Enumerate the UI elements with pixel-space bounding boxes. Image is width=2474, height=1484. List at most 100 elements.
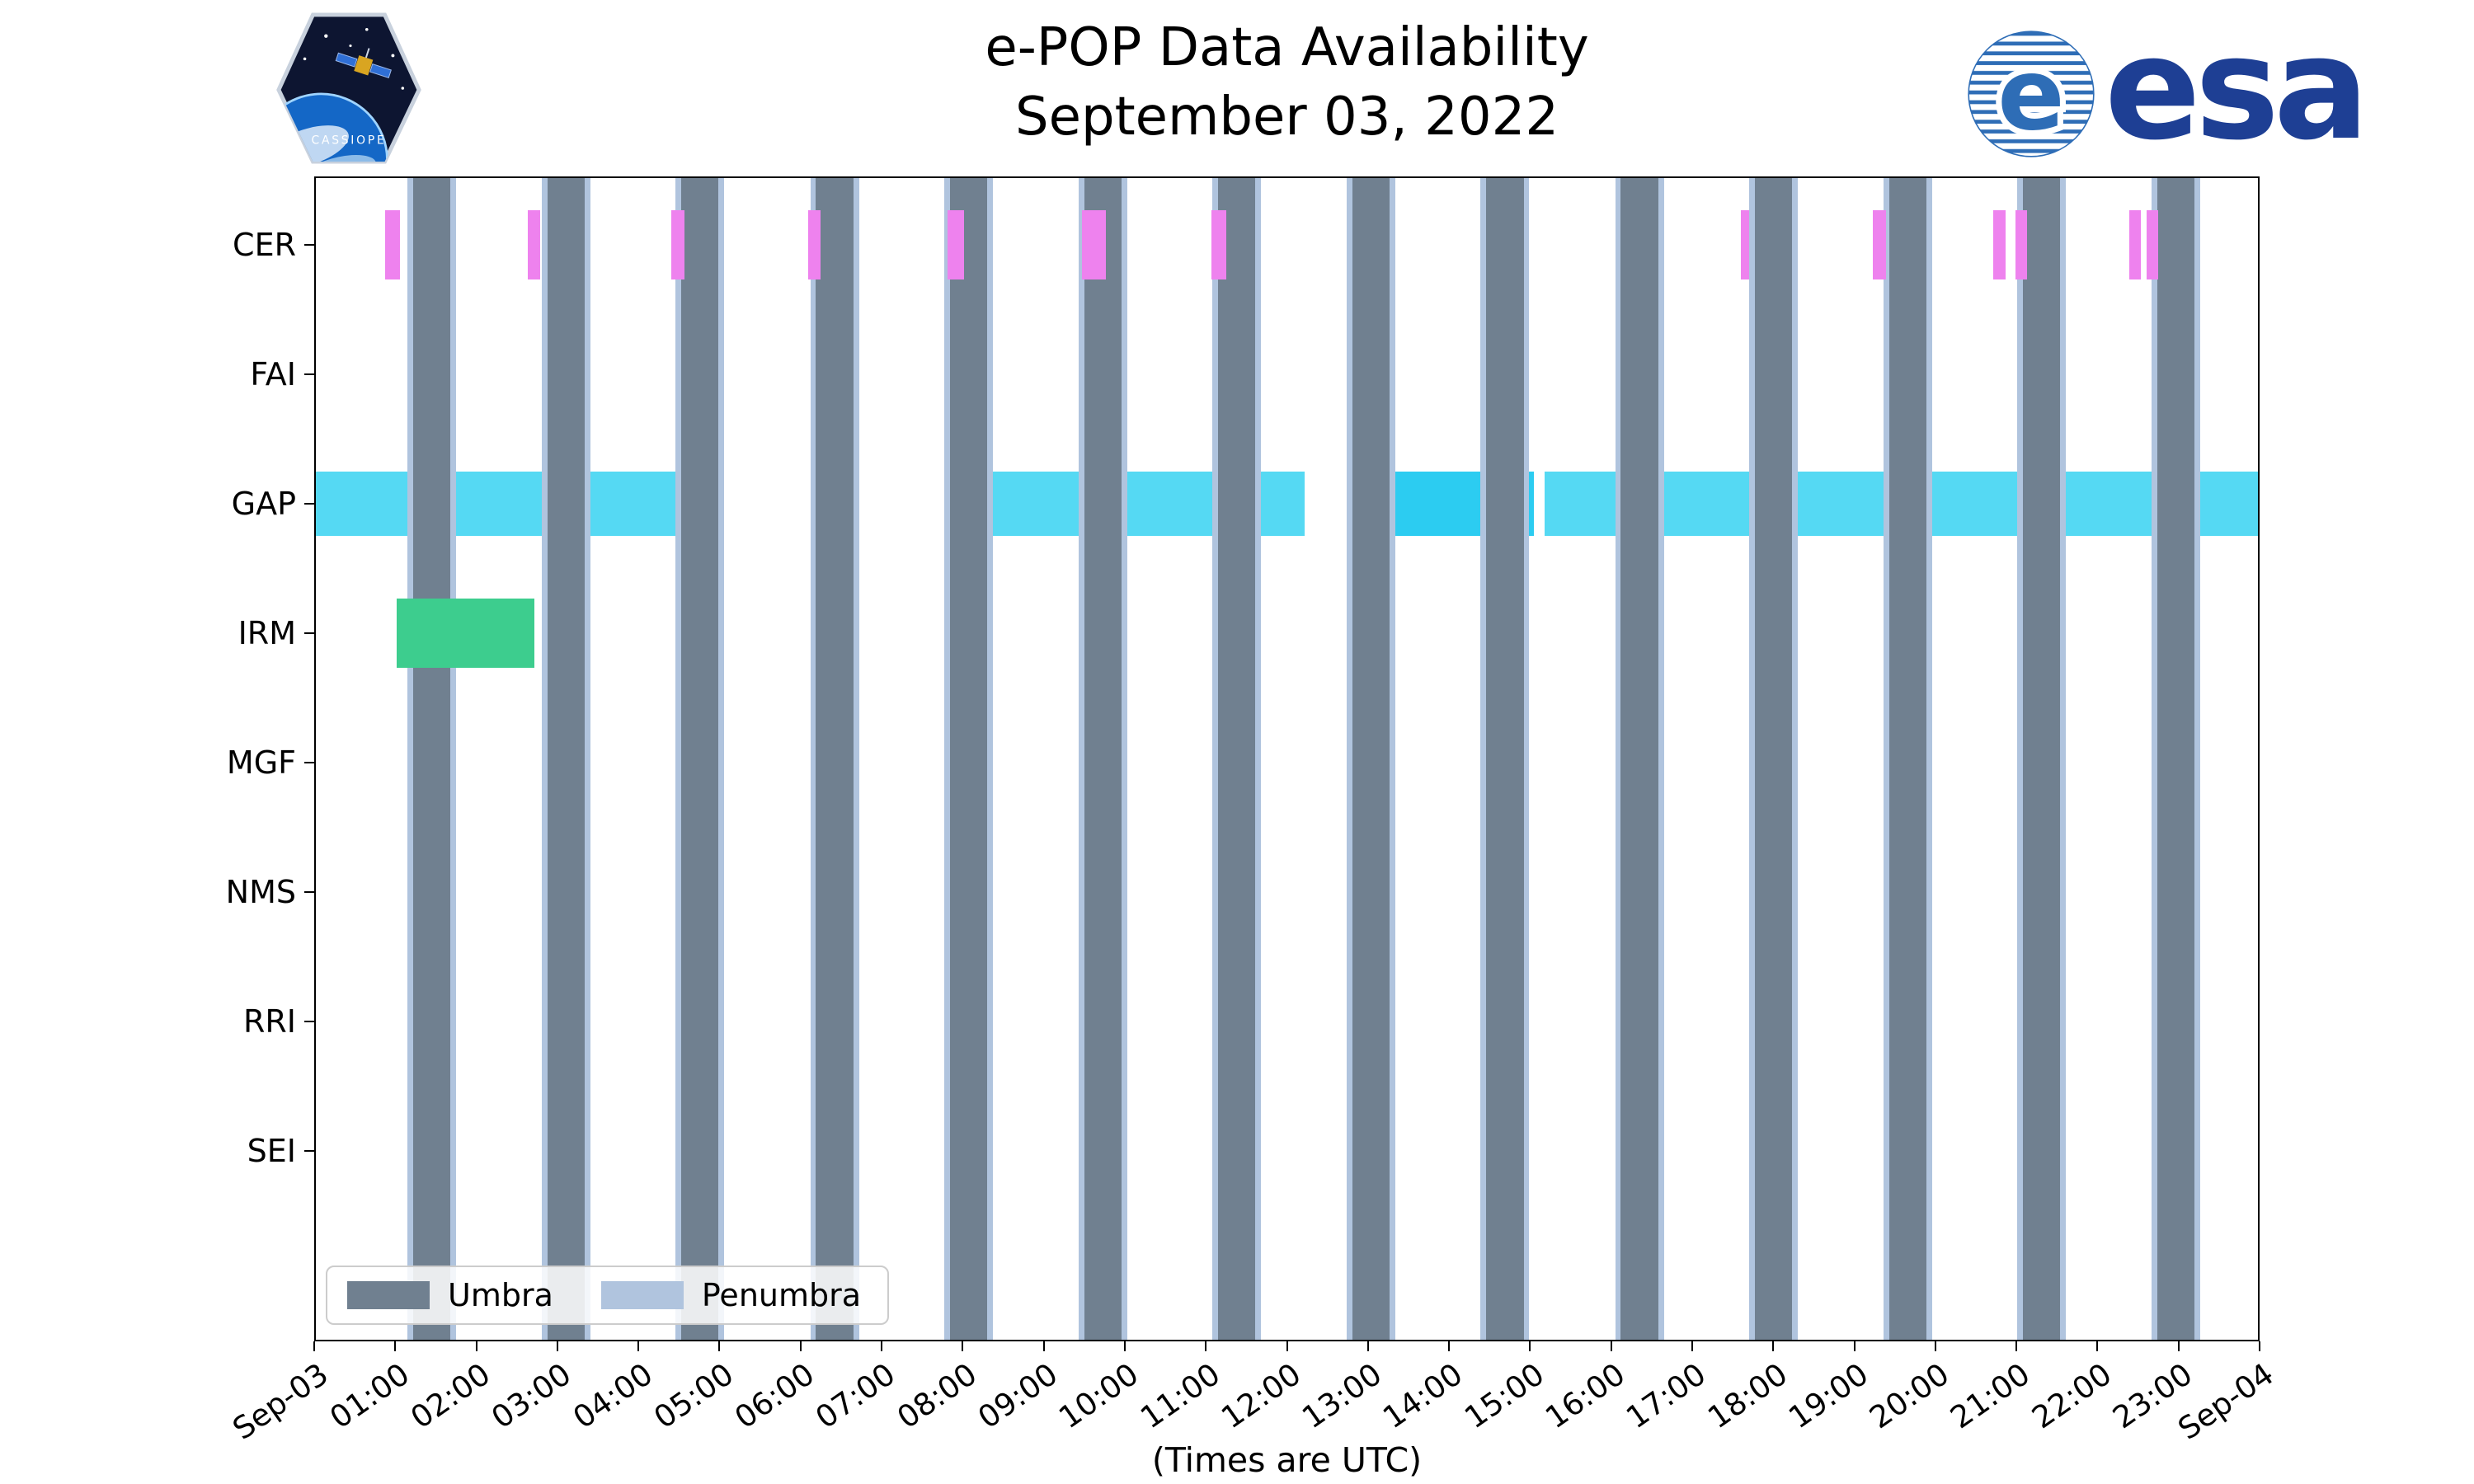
penumbra-band	[585, 176, 591, 1341]
availability-bar-cer	[2015, 210, 2027, 279]
legend-swatch-penumbra	[600, 1281, 684, 1309]
x-tick-label: 16:00	[1539, 1356, 1632, 1436]
x-tick-mark	[1610, 1341, 1612, 1351]
availability-bar-gap	[314, 472, 706, 536]
plot-area: Umbra Penumbra Sep-03 01:00 02:00 03:00 04:0…	[226, 176, 2280, 1447]
x-tick-mark	[1205, 1341, 1207, 1351]
esa-wordmark: esa	[2105, 6, 2369, 171]
penumbra-band	[1390, 176, 1396, 1341]
x-tick-label: 22:00	[2025, 1356, 2119, 1436]
penumbra-band	[675, 176, 682, 1341]
penumbra-band	[2017, 176, 2023, 1341]
umbra-band	[1486, 176, 1524, 1341]
x-tick-label: 18:00	[1700, 1356, 1794, 1436]
y-tick-mark	[304, 1150, 314, 1152]
x-tick-mark	[1286, 1341, 1288, 1351]
x-tick-label: 02:00	[404, 1356, 497, 1436]
cassiope-patch-icon: CASSIOPE	[276, 12, 421, 164]
umbra-band	[2022, 176, 2061, 1341]
umbra-band	[1888, 176, 1926, 1341]
x-tick-mark	[1366, 1341, 1369, 1351]
x-tick-label: 19:00	[1782, 1356, 1875, 1436]
x-tick-mark	[799, 1341, 802, 1351]
cassiope-mission-patch: CASSIOPE	[272, 10, 426, 170]
umbra-band	[548, 176, 586, 1341]
availability-bar-cer	[947, 210, 965, 279]
x-tick-mark	[394, 1341, 397, 1351]
penumbra-band	[2152, 176, 2158, 1341]
penumbra-band	[450, 176, 456, 1341]
x-tick-label: 13:00	[1296, 1356, 1389, 1436]
y-tick-label: MGF	[226, 744, 296, 781]
chart-subtitle: September 03, 2022	[1014, 87, 1559, 148]
x-tick-mark	[2096, 1341, 2099, 1351]
umbra-band	[1217, 176, 1256, 1341]
x-tick-mark	[881, 1341, 883, 1351]
x-tick-mark	[637, 1341, 640, 1351]
x-tick-label: 08:00	[890, 1356, 984, 1436]
penumbra-band	[718, 176, 725, 1341]
y-tick-label: IRM	[238, 615, 296, 651]
y-tick-mark	[304, 891, 314, 893]
esa-emblem-icon: e	[1968, 31, 2095, 159]
x-tick-label: 06:00	[728, 1356, 821, 1436]
availability-bar-cer	[1211, 210, 1226, 279]
legend-item-umbra: Umbra	[347, 1277, 553, 1313]
penumbra-band	[853, 176, 859, 1341]
umbra-band	[2157, 176, 2195, 1341]
umbra-band	[816, 176, 854, 1341]
x-tick-label: 10:00	[1052, 1356, 1145, 1436]
y-tick-mark	[304, 1021, 314, 1022]
x-tick-label: 12:00	[1215, 1356, 1308, 1436]
y-tick-mark	[304, 503, 314, 505]
x-tick-mark	[962, 1341, 964, 1351]
x-tick-mark	[475, 1341, 477, 1351]
penumbra-band	[1121, 176, 1127, 1341]
y-tick-label: NMS	[225, 874, 296, 910]
availability-bar-cer	[527, 210, 541, 279]
esa-emblem-e: e	[1997, 39, 2064, 153]
x-tick-mark	[2015, 1341, 2018, 1351]
y-tick-mark	[304, 632, 314, 634]
y-tick-label: SEI	[247, 1133, 296, 1169]
x-tick-mark	[1934, 1341, 1936, 1351]
x-tick-label: 01:00	[322, 1356, 416, 1436]
availability-bar-cer	[1992, 210, 2006, 279]
x-tick-mark	[2259, 1341, 2260, 1351]
penumbra-band	[2194, 176, 2201, 1341]
umbra-band	[412, 176, 451, 1341]
availability-bar-cer	[671, 210, 685, 279]
penumbra-band	[1748, 176, 1755, 1341]
x-tick-label: 15:00	[1458, 1356, 1551, 1436]
legend: Umbra Penumbra	[326, 1266, 890, 1325]
availability-bar-cer	[807, 210, 821, 279]
availability-bar-irm	[397, 599, 535, 668]
x-tick-mark	[1691, 1341, 1693, 1351]
penumbra-band	[1615, 176, 1621, 1341]
x-tick-label: 21:00	[1944, 1356, 2037, 1436]
x-tick-label: 05:00	[647, 1356, 741, 1436]
umbra-band	[1084, 176, 1122, 1341]
y-tick-label: RRI	[242, 1003, 296, 1040]
x-tick-mark	[1123, 1341, 1126, 1351]
umbra-band	[1620, 176, 1658, 1341]
penumbra-band	[1523, 176, 1530, 1341]
x-tick-mark	[2177, 1341, 2180, 1351]
availability-bar-cer	[2128, 210, 2141, 279]
x-tick-label: 11:00	[1133, 1356, 1226, 1436]
penumbra-band	[1078, 176, 1084, 1341]
y-tick-mark	[304, 762, 314, 763]
umbra-band	[681, 176, 719, 1341]
penumbra-band	[407, 176, 413, 1341]
penumbra-band	[1926, 176, 1932, 1341]
x-tick-label: Sep-03	[226, 1356, 335, 1447]
availability-bar-cer	[1081, 210, 1107, 279]
y-tick-mark	[304, 244, 314, 246]
x-tick-mark	[1772, 1341, 1775, 1351]
x-tick-mark	[1529, 1341, 1531, 1351]
y-tick-mark	[304, 373, 314, 375]
x-tick-mark	[1853, 1341, 1856, 1351]
x-tick-mark	[556, 1341, 558, 1351]
y-tick-label: GAP	[231, 486, 296, 522]
penumbra-band	[1791, 176, 1798, 1341]
